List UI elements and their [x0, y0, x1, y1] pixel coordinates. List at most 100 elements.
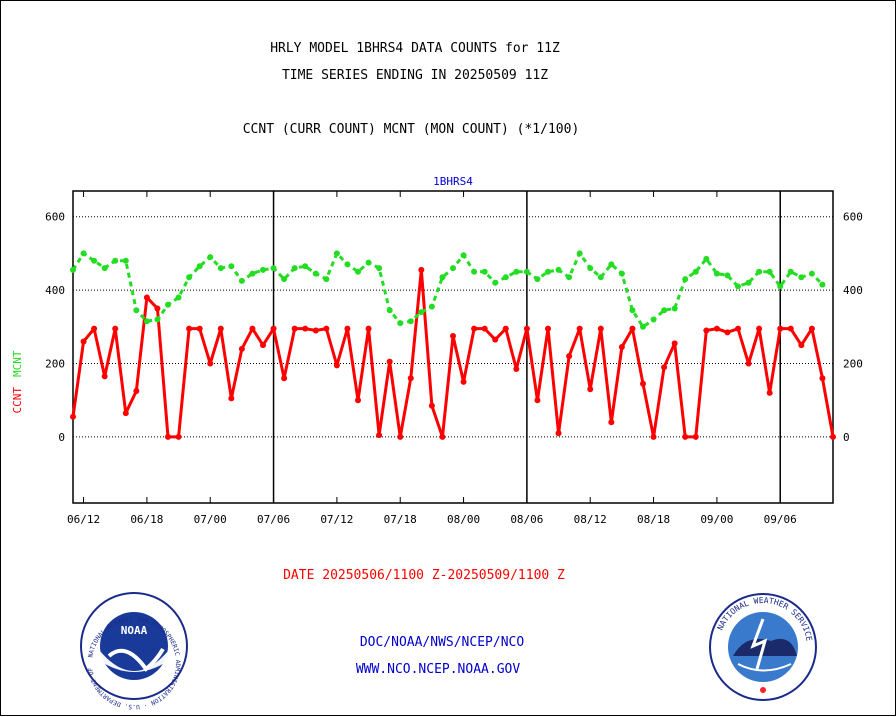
org-text: DOC/NOAA/NWS/NCEP/NCO — [360, 635, 525, 650]
x-tick-label: 08/06 — [510, 513, 543, 526]
series-point-mcnt — [260, 266, 266, 273]
x-tick-label: 06/18 — [130, 513, 163, 526]
x-tick-label: 09/00 — [700, 513, 733, 526]
series-point-ccnt — [333, 362, 340, 369]
y-tick-label-right: 400 — [843, 284, 863, 297]
series-point-mcnt — [122, 257, 129, 264]
series-point-ccnt — [165, 433, 171, 440]
series-point-ccnt — [302, 325, 309, 332]
y-tick-label-left: 600 — [45, 211, 65, 224]
series-point-mcnt — [133, 307, 140, 314]
series-point-ccnt — [481, 325, 488, 332]
series-point-mcnt — [819, 281, 826, 288]
y-tick-label-left: 400 — [45, 284, 65, 297]
series-point-mcnt — [418, 309, 425, 316]
series-point-mcnt — [407, 318, 414, 325]
series-point-ccnt — [471, 325, 478, 332]
series-point-mcnt — [692, 268, 699, 275]
y-tick-label-right: 600 — [843, 211, 863, 224]
x-tick-label: 08/12 — [574, 513, 607, 526]
x-tick-label: 09/06 — [764, 513, 797, 526]
series-point-mcnt — [439, 274, 446, 281]
series-point-mcnt — [70, 266, 76, 273]
noaa-logo-text: NOAA — [121, 624, 148, 637]
series-point-ccnt — [270, 325, 277, 332]
series-point-ccnt — [207, 360, 214, 367]
series-point-mcnt — [608, 261, 615, 268]
y-axis-label-mcnt: MCNT — [11, 350, 24, 377]
series-point-mcnt — [523, 268, 530, 275]
series-point-mcnt — [270, 265, 277, 272]
series-point-ccnt — [344, 325, 351, 332]
series-point-ccnt — [766, 389, 773, 396]
series-point-ccnt — [122, 410, 129, 417]
series-point-ccnt — [439, 433, 446, 440]
header-line-3: CCNT (CURR COUNT) MCNT (MON COUNT) (*1/1… — [243, 122, 580, 137]
series-point-mcnt — [481, 268, 488, 275]
series-point-mcnt — [249, 270, 256, 277]
x-tick-label: 07/18 — [384, 513, 417, 526]
series-point-mcnt — [238, 277, 245, 284]
series-point-mcnt — [291, 265, 298, 272]
series-point-ccnt — [777, 325, 784, 332]
series-point-ccnt — [640, 380, 646, 387]
series-point-mcnt — [566, 274, 573, 281]
series-point-ccnt — [682, 433, 689, 440]
series-point-mcnt — [91, 257, 98, 264]
y-axis-label-ccnt: CCNT — [11, 387, 24, 414]
series-point-ccnt — [608, 419, 615, 426]
url-text: WWW.NCO.NCEP.NOAA.GOV — [356, 662, 521, 677]
series-point-mcnt — [534, 276, 541, 283]
header-line-2: TIME SERIES ENDING IN 20250509 11Z — [282, 68, 548, 83]
series-point-ccnt — [724, 329, 731, 336]
series-point-mcnt — [587, 265, 594, 272]
series-point-ccnt — [281, 375, 288, 382]
series-point-ccnt — [418, 266, 425, 273]
series-point-mcnt — [312, 270, 319, 277]
series-point-ccnt — [260, 342, 266, 349]
date-range: DATE 20250506/1100 Z-20250509/1100 Z — [283, 568, 565, 583]
series-point-mcnt — [555, 266, 562, 273]
series-point-mcnt — [618, 270, 625, 277]
series-point-ccnt — [450, 332, 456, 339]
series-point-ccnt — [618, 344, 625, 350]
series-point-ccnt — [661, 364, 668, 371]
series-point-mcnt — [576, 250, 583, 257]
series-point-ccnt — [133, 388, 140, 395]
series-point-ccnt — [566, 353, 573, 360]
series-point-ccnt — [80, 338, 87, 345]
series-point-mcnt — [386, 307, 393, 314]
series-point-mcnt — [460, 252, 467, 259]
series-point-mcnt — [281, 276, 288, 283]
series-point-ccnt — [428, 402, 435, 409]
series-point-mcnt — [365, 259, 372, 266]
series-point-ccnt — [386, 358, 393, 365]
x-tick-label: 07/12 — [320, 513, 353, 526]
series-point-ccnt — [650, 433, 657, 440]
y-tick-label-left: 200 — [45, 358, 65, 371]
series-point-mcnt — [640, 323, 646, 330]
series-point-ccnt — [819, 375, 826, 382]
series-point-ccnt — [830, 433, 836, 440]
series-point-ccnt — [217, 325, 224, 332]
noaa-logo: NOAA NATIONAL OCEANIC AND ATMOSPHERIC AD… — [1, 1, 188, 710]
series-point-ccnt — [460, 378, 467, 385]
series-point-ccnt — [91, 325, 98, 332]
series-point-ccnt — [555, 430, 562, 437]
series-point-mcnt — [112, 257, 119, 264]
series-point-mcnt — [428, 303, 435, 310]
series-point-ccnt — [143, 294, 150, 301]
series-point-mcnt — [629, 307, 636, 314]
series-point-ccnt — [291, 325, 298, 332]
series-point-mcnt — [323, 276, 330, 283]
series-point-mcnt — [545, 268, 551, 275]
series-point-mcnt — [302, 263, 309, 270]
series-point-mcnt — [766, 268, 773, 275]
series-point-mcnt — [671, 305, 678, 312]
series-point-mcnt — [597, 274, 604, 281]
series-point-mcnt — [397, 320, 404, 327]
series-point-ccnt — [523, 325, 530, 332]
series-point-ccnt — [735, 325, 741, 332]
series-point-ccnt — [112, 325, 119, 332]
